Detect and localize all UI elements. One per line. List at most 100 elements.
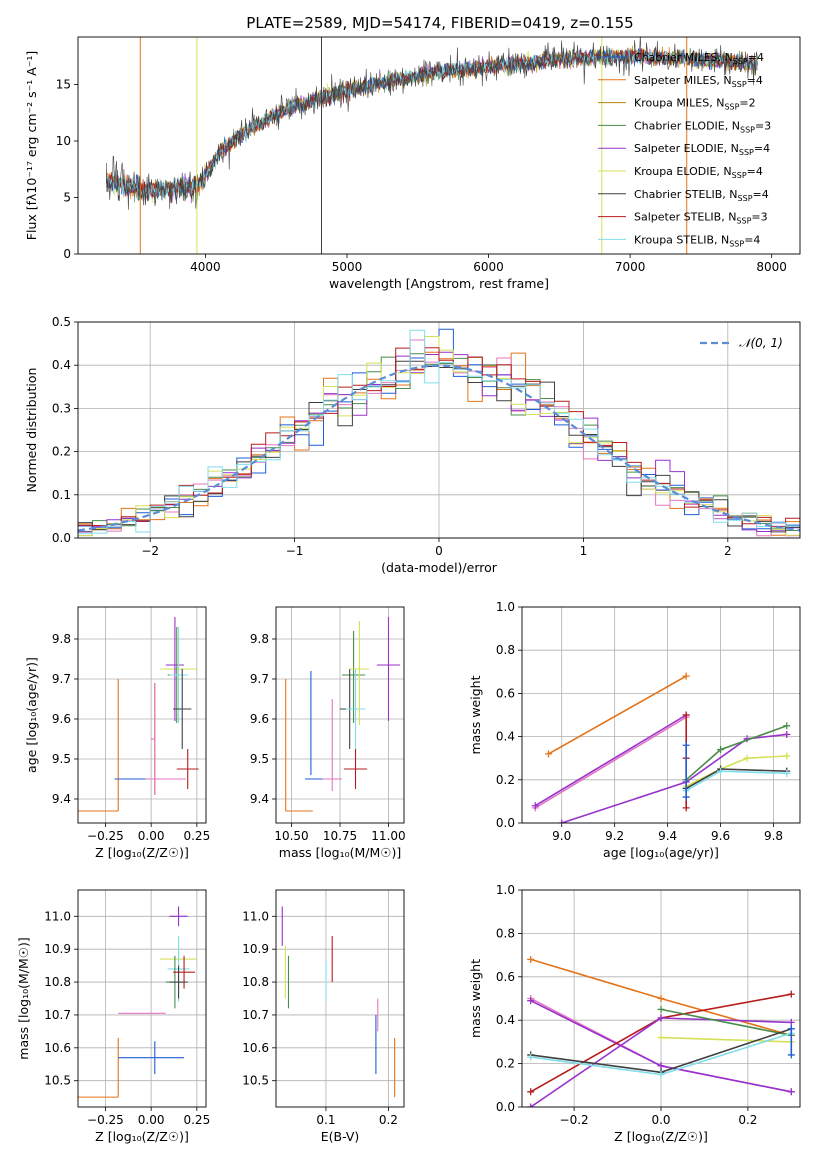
legend-entry: Chabrier MILES, NSSP=4: [634, 51, 764, 66]
y-tick-label: 0.8: [496, 643, 515, 657]
x-tick-label: 0: [435, 544, 443, 558]
y-axis-label: mass weight: [468, 959, 483, 1038]
y-tick-label: 9.7: [250, 672, 269, 686]
error-bar-point: [285, 679, 313, 812]
spectrum-series-chabrier_stelib: [106, 37, 758, 210]
series-line: [660, 1036, 792, 1043]
series-marker: [657, 1005, 665, 1013]
x-tick-label: 0.00: [138, 1113, 165, 1127]
x-axis-label: E(B-V): [321, 1129, 360, 1144]
y-axis-label: age [log₁₀(age/yr)]: [24, 657, 39, 773]
x-tick-label: 5000: [332, 260, 363, 274]
y-tick-label: 9.4: [52, 792, 71, 806]
series-marker: [527, 1088, 535, 1096]
x-tick-label: 11.00: [371, 829, 405, 843]
y-tick-label: 11.0: [242, 909, 269, 923]
y-tick-label: 10.7: [242, 1008, 269, 1022]
x-tick-label: 0.25: [183, 829, 210, 843]
y-tick-label: 0.2: [496, 1057, 515, 1071]
x-tick-label: 1: [580, 544, 588, 558]
series-marker: [682, 672, 690, 680]
axes-frame: [275, 889, 405, 1108]
y-tick-label: 9.8: [250, 632, 269, 646]
series-marker: [787, 1051, 795, 1059]
y-axis-label: Flux [fλ10⁻¹⁷ erg cm⁻² s⁻¹ A⁻¹]: [24, 51, 39, 240]
x-axis-label: wavelength [Angstrom, rest frame]: [329, 276, 549, 291]
x-tick-label: 10.75: [323, 829, 357, 843]
series-marker: [717, 746, 725, 754]
series-marker: [787, 1018, 795, 1026]
axes-frame: [77, 889, 207, 1108]
error-bar-point: [345, 669, 366, 749]
series-marker: [657, 1034, 665, 1042]
y-tick-label: 11.0: [44, 909, 71, 923]
y-tick-label: 0.3: [52, 401, 71, 415]
axes-frame: [275, 606, 405, 824]
y-tick-label: 0: [63, 247, 71, 261]
error-bar-point: [349, 621, 370, 725]
y-tick-label: 10.8: [44, 975, 71, 989]
series-marker: [783, 752, 791, 760]
y-tick-label: 0.2: [496, 773, 515, 787]
series-line: [548, 675, 687, 755]
x-tick-label: 7000: [615, 260, 646, 274]
axes-frame: [77, 606, 207, 824]
series-marker: [527, 1053, 535, 1061]
y-tick-label: 10: [56, 134, 71, 148]
series-marker: [787, 990, 795, 998]
histogram-series-salpeter_stelib: [78, 347, 800, 527]
error-bar-point: [169, 965, 188, 999]
x-axis-label: (data-model)/error: [381, 560, 498, 575]
series-marker: [787, 1025, 795, 1033]
series: [527, 955, 795, 1107]
y-tick-label: 10.9: [242, 942, 269, 956]
series-marker: [787, 1088, 795, 1096]
series-marker: [527, 997, 535, 1005]
weight_vs_age-panel: 9.0 9.2 9.4 9.6 9.8 0.0 0.2 0.4 0.6 0.8 1.0 age [lo…: [468, 600, 801, 860]
y-tick-label: 10.6: [242, 1041, 269, 1055]
figure-title: PLATE=2589, MJD=54174, FIBERID=0419, z=0…: [246, 14, 633, 32]
y-tick-label: 9.4: [250, 792, 269, 806]
series-line: [685, 755, 787, 788]
x-tick-label: −1: [286, 544, 304, 558]
x-tick-label: 0.25: [183, 1113, 210, 1127]
x-tick-label: 0.00: [138, 829, 165, 843]
y-tick-label: 0.4: [496, 1013, 515, 1027]
series-line: [561, 733, 787, 823]
error-bar-point: [118, 1041, 185, 1075]
errorbars: [281, 906, 396, 1098]
x-axis-label: Z [log₁₀(Z/Z☉)]: [95, 1129, 189, 1144]
x-tick-label: 9.8: [764, 829, 783, 843]
x-axis-label: age [log₁₀(age/yr)]: [603, 845, 719, 860]
series-marker: [682, 741, 690, 749]
y-tick-label: 1.0: [496, 883, 515, 897]
mass_vs_ebv-panel: 0.1 0.2 10.5 10.6 10.7 10.8 10.9 11.0 E(B-V): [242, 889, 405, 1144]
y-tick-label: 0.2: [52, 445, 71, 459]
series-marker: [717, 767, 725, 775]
y-tick-label: 0.4: [496, 730, 515, 744]
spectrum-lines: [106, 37, 758, 254]
series-marker: [657, 1062, 665, 1070]
series-marker: [544, 750, 552, 758]
spectrum-legend: Chabrier MILES, NSSP=4 Salpeter MILES, NS…: [598, 51, 771, 248]
errorbars: [78, 617, 199, 812]
series-marker: [783, 769, 791, 777]
age_vs_mass-panel: 10.50 10.75 11.00 9.4 9.5 9.6 9.7 9.8 mass [log₁…: [250, 606, 406, 860]
y-tick-label: 15: [56, 77, 71, 91]
y-tick-label: 0.0: [496, 816, 515, 830]
error-bar-point: [376, 617, 401, 721]
axes-frame: [77, 36, 801, 255]
y-tick-label: 0.8: [496, 926, 515, 940]
y-tick-label: 10.5: [44, 1074, 71, 1088]
y-tick-label: 5: [63, 190, 71, 204]
x-tick-label: −2: [141, 544, 159, 558]
legend-entry: Salpeter MILES, NSSP=4: [634, 74, 763, 89]
series-marker: [657, 1014, 665, 1022]
series-marker: [783, 722, 791, 730]
y-tick-label: 9.6: [52, 712, 71, 726]
axes-frame: [77, 321, 801, 539]
gaussian-curve: [78, 364, 800, 532]
error-bar-point: [173, 955, 196, 989]
y-tick-label: 0.4: [52, 358, 71, 372]
